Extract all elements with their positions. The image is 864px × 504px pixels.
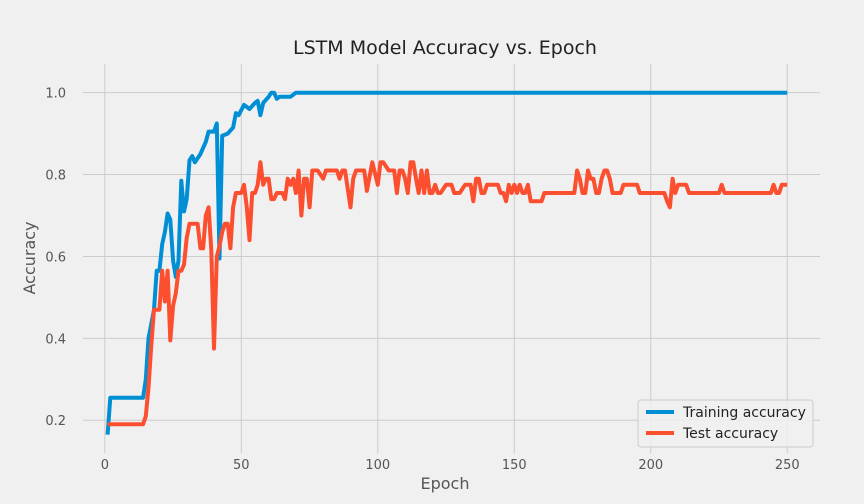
- test-accuracy-line: [107, 160, 788, 427]
- y-tick-label: 0.4: [45, 332, 66, 347]
- training-accuracy-line: [105, 90, 788, 435]
- y-tick-label: 1.0: [45, 87, 66, 102]
- legend-label-test: Test accuracy: [682, 426, 778, 442]
- x-axis-label: Epoch: [421, 474, 470, 493]
- legend-label-training: Training accuracy: [682, 405, 806, 421]
- y-tick-label: 0.2: [45, 414, 66, 429]
- x-tick-label: 250: [775, 458, 800, 473]
- y-axis-label: Accuracy: [20, 221, 39, 294]
- tick-labels: 0 50 100 150 200 250 0.2 0.4 0.6 0.8 1.0: [45, 87, 799, 473]
- x-tick-label: 150: [502, 458, 527, 473]
- chart-title: LSTM Model Accuracy vs. Epoch: [293, 37, 597, 59]
- x-tick-label: 100: [365, 458, 390, 473]
- x-tick-label: 200: [638, 458, 663, 473]
- legend-box: [637, 399, 814, 448]
- x-tick-label: 50: [233, 458, 250, 473]
- y-tick-label: 0.6: [45, 250, 66, 265]
- legend: Training accuracy Test accuracy: [637, 399, 814, 448]
- x-tick-label: 0: [101, 458, 109, 473]
- series-lines: [105, 90, 788, 435]
- y-tick-label: 0.8: [45, 169, 66, 184]
